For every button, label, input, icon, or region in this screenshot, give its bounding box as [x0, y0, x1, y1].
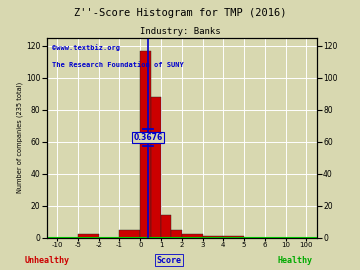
Text: 0.3676: 0.3676 — [133, 133, 162, 142]
Bar — [150, 97, 161, 238]
Bar — [203, 236, 223, 238]
Bar — [171, 230, 182, 238]
Bar — [182, 234, 203, 238]
Text: Z''-Score Histogram for TMP (2016): Z''-Score Histogram for TMP (2016) — [74, 8, 286, 18]
Bar — [161, 215, 171, 238]
Y-axis label: Number of companies (235 total): Number of companies (235 total) — [17, 82, 23, 193]
Bar — [140, 50, 150, 238]
Bar — [120, 230, 140, 238]
Text: ©www.textbiz.org: ©www.textbiz.org — [52, 44, 120, 51]
Text: Score: Score — [157, 256, 182, 265]
Bar — [223, 236, 244, 238]
Text: Unhealthy: Unhealthy — [24, 256, 69, 265]
Text: Healthy: Healthy — [278, 256, 313, 265]
Text: The Research Foundation of SUNY: The Research Foundation of SUNY — [52, 62, 184, 68]
Bar — [78, 234, 99, 238]
Text: Industry: Banks: Industry: Banks — [140, 27, 220, 36]
